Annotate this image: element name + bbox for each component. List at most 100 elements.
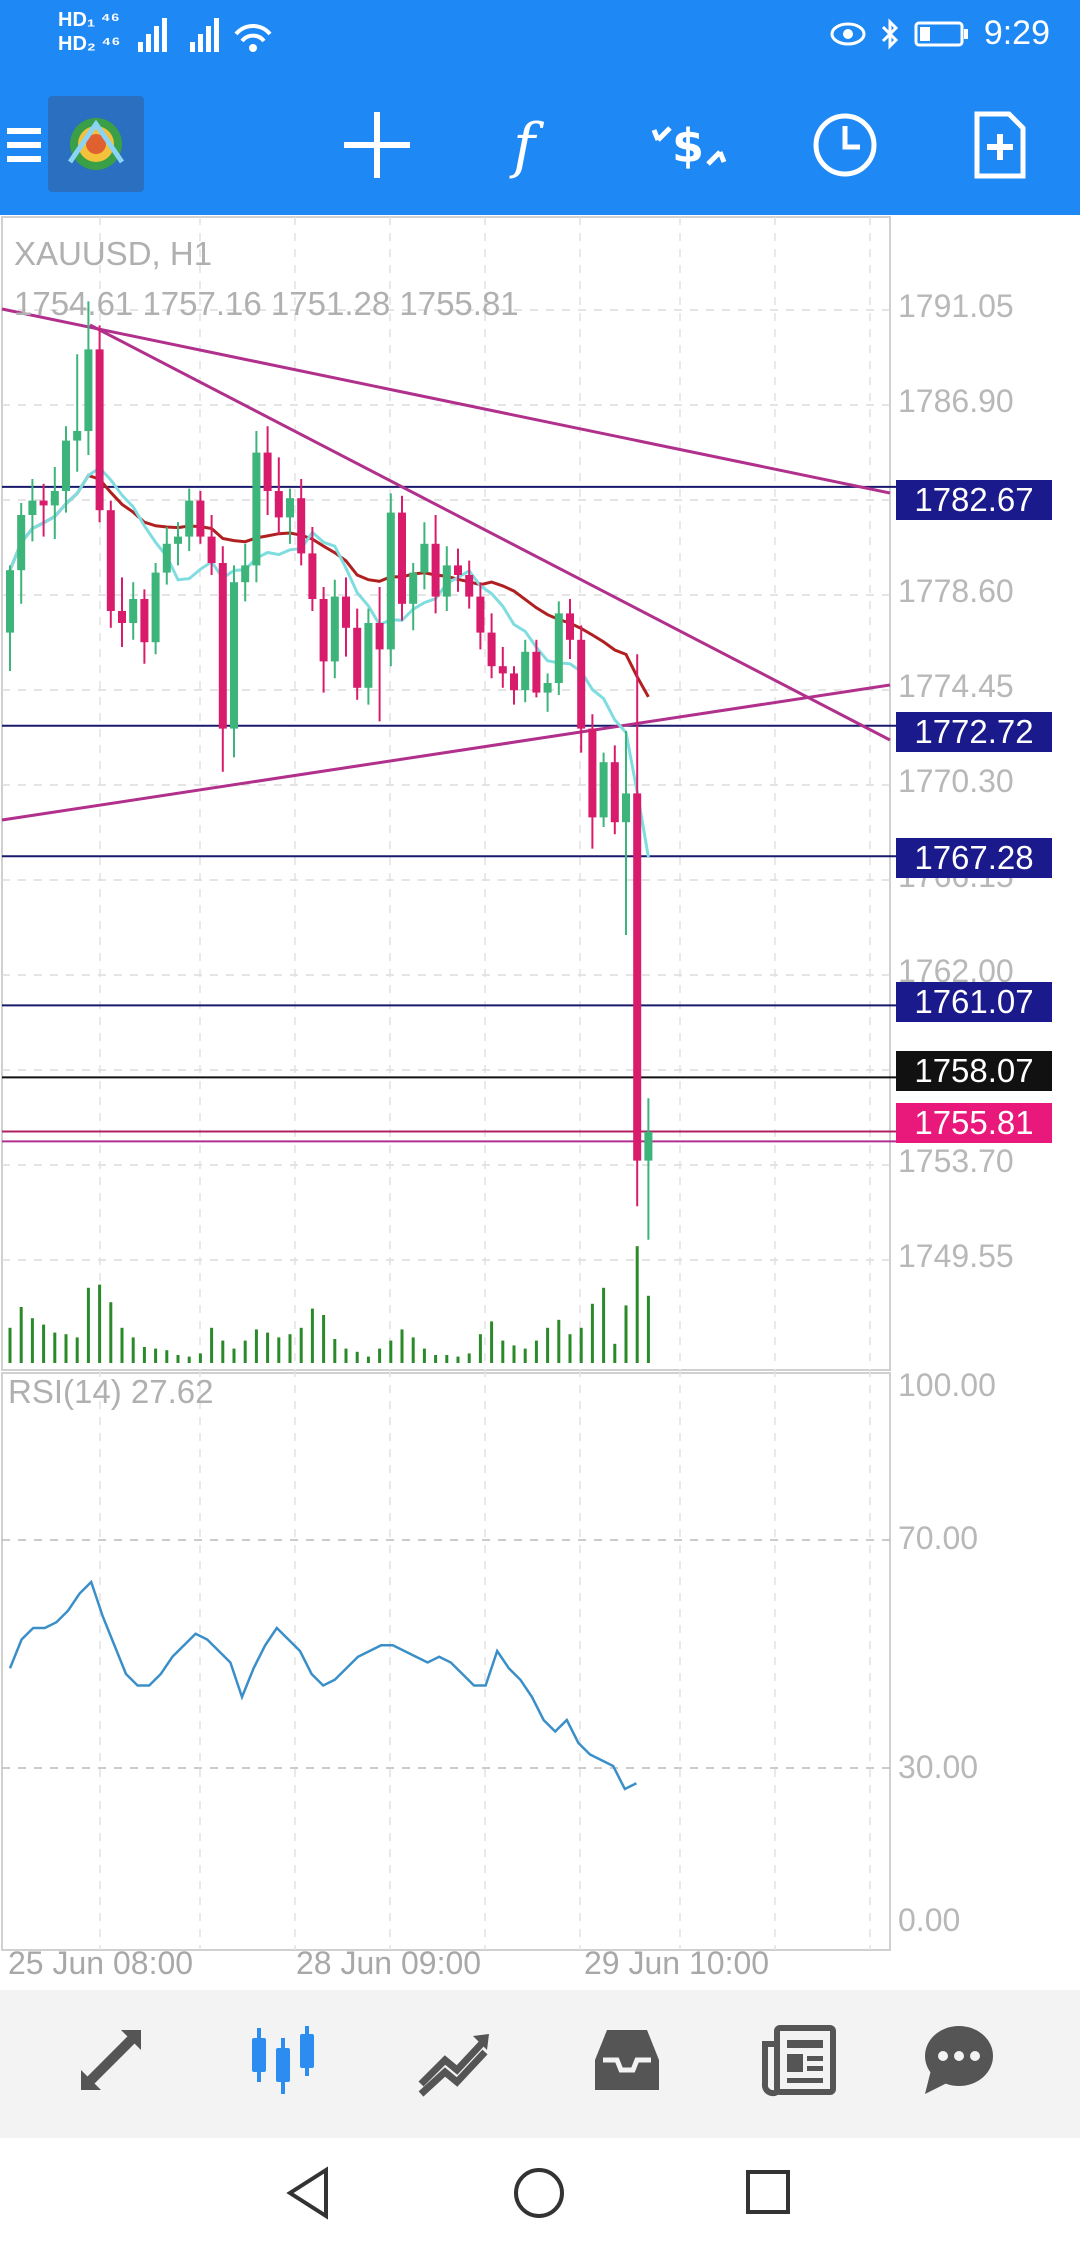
period-button[interactable] <box>800 100 890 190</box>
trend-line-upper <box>1 307 891 495</box>
candlestick <box>566 599 574 659</box>
app-logo-icon <box>67 118 125 170</box>
chat-bubble-icon <box>925 2026 993 2094</box>
volume-bar <box>64 1334 68 1363</box>
candlestick <box>218 546 227 772</box>
sim2-indicator: HD₂ ⁴⁶ <box>58 33 121 55</box>
volume-bar <box>635 1246 639 1363</box>
volume-bar <box>344 1348 348 1363</box>
candlestick <box>543 673 552 712</box>
status-bar: HD₁ ⁴⁶ HD₂ ⁴⁶ 9:29 <box>0 0 1080 72</box>
candlestick <box>532 639 541 698</box>
price-tag-1767[interactable]: 1767.28 <box>896 838 1052 878</box>
volume-bar <box>53 1332 57 1363</box>
rsi-axis-label: 70.00 <box>898 1520 979 1556</box>
candlestick <box>28 479 37 542</box>
nav-chart[interactable] <box>226 2010 336 2110</box>
bluetooth-icon <box>881 17 898 50</box>
volume-bar <box>86 1287 90 1363</box>
candle-body <box>106 510 115 611</box>
nav-trade[interactable] <box>400 2010 510 2110</box>
candle-body <box>398 512 406 604</box>
volume-bar <box>355 1351 359 1363</box>
volume-bar <box>120 1327 124 1363</box>
volume-bar <box>534 1340 538 1363</box>
price-tag-1772[interactable]: 1772.72 <box>896 712 1052 752</box>
candlestick <box>465 560 474 609</box>
back-icon[interactable] <box>282 2166 332 2220</box>
price-axis-label: 1778.60 <box>898 573 1014 609</box>
time-axis-label: 28 Jun 09:00 <box>296 1945 482 1981</box>
candle-body <box>577 639 586 729</box>
svg-text:$: $ <box>672 119 704 173</box>
candlestick <box>521 639 530 703</box>
chart-grid <box>1 216 891 1951</box>
candlestick <box>118 577 126 647</box>
chart-area[interactable]: XAUUSD, H1 1754.61 1757.16 1751.28 1755.… <box>0 215 1080 1990</box>
menu-button[interactable] <box>0 100 64 190</box>
price-tag-1758[interactable]: 1758.07 <box>896 1051 1052 1091</box>
volume-bar <box>154 1348 158 1363</box>
volume-bar <box>467 1353 471 1363</box>
nav-history[interactable] <box>572 2010 682 2110</box>
candlestick <box>17 503 26 604</box>
price-tag-1761[interactable]: 1761.07 <box>896 982 1052 1022</box>
candlestick <box>610 745 619 835</box>
volume-bar <box>389 1340 393 1363</box>
system-navigation <box>0 2138 1080 2244</box>
candlestick <box>106 500 115 628</box>
candlestick <box>398 495 406 621</box>
top-toolbar: f $ <box>0 72 1080 215</box>
price-axis-label: 1770.30 <box>898 763 1014 799</box>
home-icon[interactable] <box>512 2166 566 2220</box>
time-axis-label: 25 Jun 08:00 <box>8 1945 194 1981</box>
candle-body <box>62 440 70 491</box>
volume-bar <box>646 1295 650 1363</box>
price-axis-label: 1791.05 <box>898 288 1014 324</box>
trend-line-lower <box>1 683 891 822</box>
price-chart[interactable] <box>0 215 1080 1990</box>
candlestick <box>129 582 138 640</box>
volume-bar <box>19 1307 23 1363</box>
volume-bar <box>523 1348 527 1363</box>
candlestick <box>196 491 205 544</box>
crosshair-icon <box>344 112 410 178</box>
candlestick <box>84 301 93 455</box>
trade-chart-icon <box>418 2034 489 2097</box>
trend-line-steep <box>89 323 891 742</box>
time-axis-label: 29 Jun 10:00 <box>584 1945 770 1981</box>
candle-body <box>532 651 541 693</box>
crosshair-button[interactable] <box>332 100 422 190</box>
candlestick <box>644 1098 653 1240</box>
candlestick <box>319 587 328 693</box>
price-tag-1782[interactable]: 1782.67 <box>896 480 1052 520</box>
candle-body <box>207 536 216 563</box>
candlestick <box>364 608 373 705</box>
volume-bar <box>243 1340 247 1363</box>
app-logo[interactable] <box>48 96 144 192</box>
volume-bar <box>232 1348 236 1363</box>
new-order-button[interactable] <box>955 100 1045 190</box>
trade-button[interactable]: $ <box>645 100 735 190</box>
signal-indicators: HD₁ ⁴⁶ HD₂ ⁴⁶ <box>58 8 120 56</box>
price-axis-label: 1753.70 <box>898 1143 1014 1179</box>
candle-body <box>274 491 283 518</box>
trade-dollar-icon: $ <box>651 119 727 173</box>
nav-chat[interactable] <box>904 2010 1014 2110</box>
nav-quotes[interactable] <box>56 2010 166 2110</box>
recents-icon[interactable] <box>744 2168 792 2216</box>
candle-body <box>319 599 328 662</box>
volume-bar <box>221 1340 225 1363</box>
candle-body <box>420 543 429 573</box>
candlestick <box>577 625 586 753</box>
volume-bar <box>322 1315 326 1363</box>
candle-body <box>330 596 339 662</box>
candle-body <box>308 553 317 599</box>
volume-bar <box>478 1334 482 1363</box>
volume-bar <box>75 1337 79 1363</box>
volume-bar <box>288 1334 292 1363</box>
candlestick <box>140 589 149 664</box>
indicators-button[interactable]: f <box>487 100 577 190</box>
nav-news[interactable] <box>744 2010 854 2110</box>
candle-body <box>342 596 350 628</box>
